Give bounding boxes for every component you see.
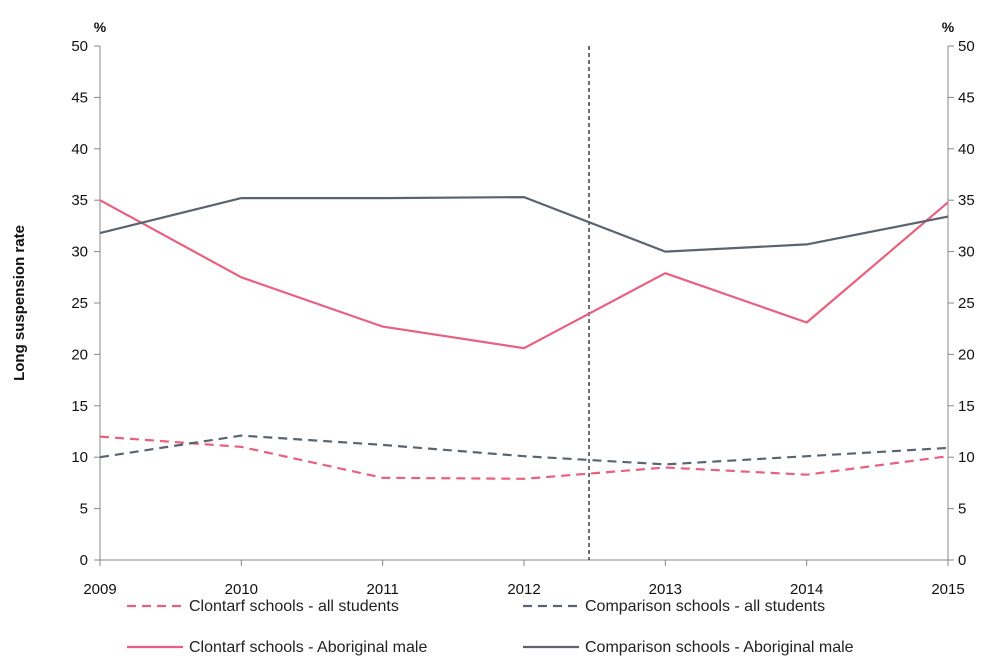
y-tick-label-left: 50 bbox=[71, 38, 88, 55]
y-tick-label-left: 10 bbox=[71, 449, 88, 466]
x-tick-label: 2010 bbox=[225, 581, 258, 598]
y-tick-label-left: 45 bbox=[71, 89, 88, 106]
y-tick-label-right: 5 bbox=[958, 501, 966, 518]
x-tick-label: 2014 bbox=[790, 581, 823, 598]
legend-label: Clontarf schools - all students bbox=[189, 598, 399, 615]
y-tick-label-right: 35 bbox=[958, 192, 975, 209]
legend-label: Clontarf schools - Aboriginal male bbox=[189, 639, 427, 656]
x-tick-label: 2013 bbox=[649, 581, 682, 598]
x-tick-label: 2015 bbox=[931, 581, 964, 598]
y-tick-label-right: 50 bbox=[958, 38, 975, 55]
y-tick-label-right: 25 bbox=[958, 295, 975, 312]
y-axis-title: Long suspension rate bbox=[11, 225, 28, 381]
legend-label: Comparison schools - all students bbox=[585, 598, 825, 615]
y-tick-label-left: 15 bbox=[71, 398, 88, 415]
legend-label: Comparison schools - Aboriginal male bbox=[585, 639, 854, 656]
y-tick-label-right: 10 bbox=[958, 449, 975, 466]
y-tick-label-left: 20 bbox=[71, 346, 88, 363]
left-axis-unit: % bbox=[94, 19, 107, 35]
series-line-4 bbox=[99, 196, 949, 253]
y-tick-label-left: 5 bbox=[80, 501, 88, 518]
x-tick-label: 2011 bbox=[367, 581, 399, 598]
series-line-3 bbox=[99, 199, 949, 350]
series-line-1 bbox=[99, 435, 949, 480]
y-tick-label-left: 40 bbox=[71, 141, 88, 158]
y-tick-label-right: 30 bbox=[958, 244, 975, 261]
right-axis-unit: % bbox=[942, 19, 955, 35]
series-line-2 bbox=[99, 434, 949, 466]
x-tick-label: 2012 bbox=[507, 581, 540, 598]
y-tick-label-right: 40 bbox=[958, 141, 975, 158]
y-tick-label-right: 15 bbox=[958, 398, 975, 415]
y-tick-label-right: 0 bbox=[958, 552, 966, 569]
y-tick-label-left: 0 bbox=[80, 552, 88, 569]
y-tick-label-left: 25 bbox=[71, 295, 88, 312]
y-tick-label-right: 45 bbox=[958, 89, 975, 106]
x-tick-label: 2009 bbox=[83, 581, 116, 598]
y-tick-label-right: 20 bbox=[958, 346, 975, 363]
y-tick-label-left: 30 bbox=[71, 244, 88, 261]
y-tick-label-left: 35 bbox=[71, 192, 88, 209]
